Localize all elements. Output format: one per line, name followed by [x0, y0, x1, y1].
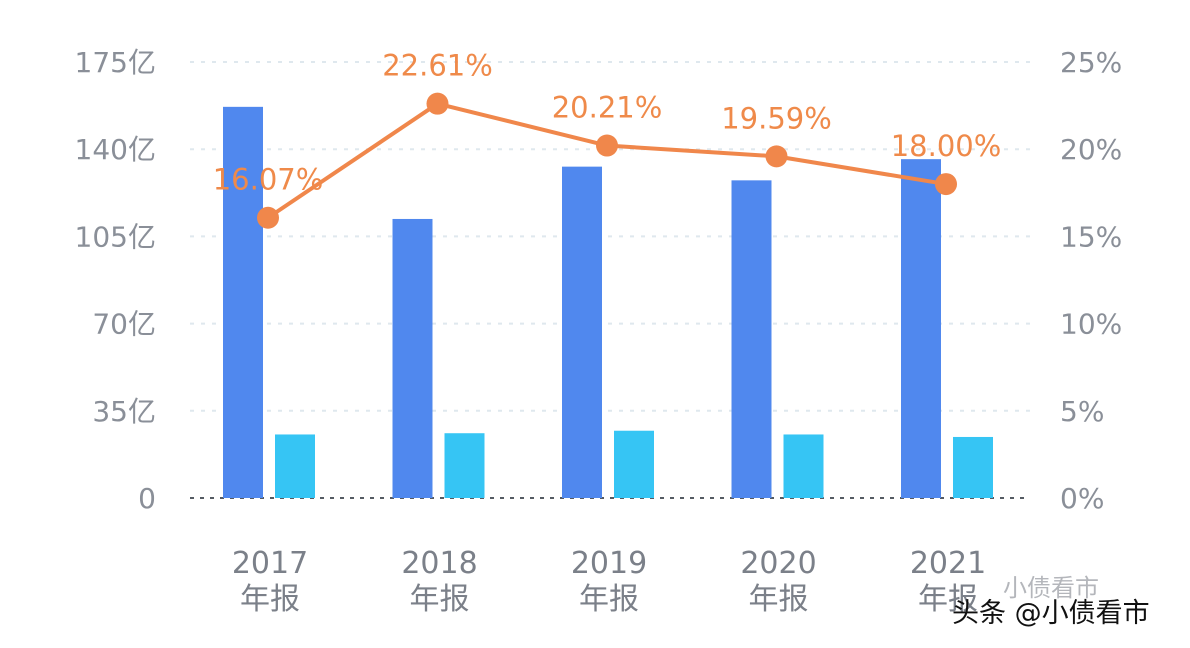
line-point: [765, 145, 788, 168]
bar-series-b: [614, 430, 654, 498]
bar-series-a: [223, 106, 263, 499]
x-tick-label: 2021 年报: [910, 546, 986, 617]
line-data-label: 22.61%: [382, 49, 493, 83]
line-data-label: 20.21%: [552, 91, 663, 125]
x-tick-label-year: 2017: [232, 546, 308, 581]
y-left-tick-label: 175亿: [75, 46, 156, 79]
x-tick-label-year: 2018: [401, 546, 477, 581]
x-tick-label-suffix: 年报: [918, 582, 978, 617]
x-tick-label-year: 2021: [910, 546, 986, 581]
line-point: [426, 92, 449, 115]
x-tick-label: 2017 年报: [232, 546, 308, 617]
x-tick-label-year: 2020: [740, 546, 816, 581]
x-tick-label: 2020 年报: [740, 546, 816, 617]
watermark-ghost: 小债看市: [1003, 574, 1099, 602]
y-left-tick-label: 105亿: [75, 220, 156, 253]
bar-series-b: [275, 434, 315, 498]
y-left-tick-label: 70亿: [92, 308, 156, 341]
y-left-tick-label: 140亿: [75, 133, 156, 166]
watermark-text: 头条 @小债看市: [952, 598, 1150, 629]
x-tick-label-suffix: 年报: [240, 582, 300, 617]
x-tick-label-suffix: 年报: [579, 582, 639, 617]
y-right-tick-label: 5%: [1060, 395, 1104, 428]
x-tick-label-suffix: 年报: [410, 582, 470, 617]
y-right-tick-label: 20%: [1060, 133, 1122, 166]
line-point: [257, 206, 279, 229]
line-data-label: 19.59%: [721, 101, 832, 135]
watermark: 小债看市 头条 @小债看市: [952, 574, 1150, 629]
y-left-tick-label: 0: [138, 482, 156, 515]
x-tick-label: 2018 年报: [401, 546, 477, 617]
bar-series-a: [901, 159, 941, 498]
line-point: [596, 134, 618, 157]
bar-series-b: [953, 436, 993, 498]
y-right-tick-label: 25%: [1060, 46, 1122, 79]
bar-series-b: [444, 433, 485, 498]
y-right-tick-label: 0%: [1060, 482, 1104, 515]
line-point: [935, 173, 957, 196]
y-right-tick-label: 15%: [1060, 220, 1122, 253]
bar-series-a: [562, 166, 602, 498]
y-left-tick-label: 35亿: [92, 395, 156, 428]
bar-series-a: [731, 180, 772, 499]
data-labels: 16.07% 22.61% 20.21% 19.59% 18.00%: [213, 49, 1002, 197]
y-right-tick-label: 10%: [1060, 308, 1122, 341]
x-tick-label: 2019 年报: [571, 546, 647, 617]
bar-series-a: [392, 218, 433, 498]
x-tick-label-year: 2019: [571, 546, 647, 581]
bar-series-b: [783, 434, 824, 498]
line-data-label: 16.07%: [213, 163, 324, 197]
line-data-label: 18.00%: [891, 129, 1002, 163]
bars: [223, 106, 993, 499]
x-tick-label-suffix: 年报: [749, 582, 809, 617]
line-series: [257, 92, 957, 229]
